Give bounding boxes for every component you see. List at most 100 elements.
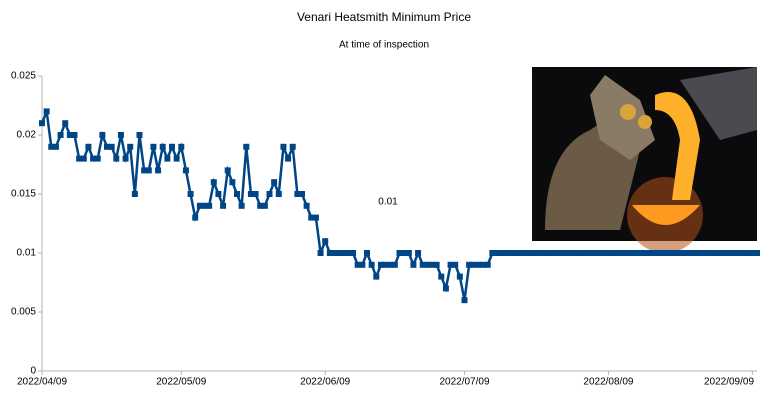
point — [661, 250, 668, 256]
point — [670, 250, 677, 256]
point — [90, 155, 97, 162]
point — [94, 155, 101, 162]
point — [442, 285, 449, 292]
point — [326, 250, 333, 256]
point — [716, 250, 723, 256]
point — [480, 261, 487, 268]
point — [350, 250, 357, 256]
point — [345, 250, 352, 256]
point — [192, 214, 199, 221]
point — [289, 143, 296, 150]
point — [113, 155, 120, 162]
point — [247, 191, 254, 197]
point — [475, 261, 482, 268]
point — [141, 167, 148, 174]
point — [419, 261, 426, 268]
point — [150, 143, 157, 150]
point — [503, 250, 510, 256]
point — [549, 250, 556, 256]
point — [377, 261, 384, 268]
point — [605, 250, 612, 256]
chart-title: Venari Heatsmith Minimum Price — [297, 10, 471, 24]
point — [582, 250, 589, 256]
x-tick-label: 2022/09/09 — [704, 377, 754, 388]
point — [48, 143, 55, 150]
point — [229, 179, 236, 186]
point — [744, 250, 751, 256]
point — [665, 250, 672, 256]
point — [689, 250, 695, 256]
y-tick-label: 0.02 — [17, 130, 37, 141]
illustration — [532, 67, 757, 253]
point — [122, 155, 129, 162]
point — [364, 250, 370, 256]
point — [169, 143, 175, 150]
point — [387, 261, 394, 268]
point — [220, 202, 227, 209]
point — [108, 143, 115, 150]
point — [312, 214, 319, 221]
point — [340, 250, 347, 256]
point — [62, 120, 69, 127]
y-tick-label: 0.015 — [11, 189, 36, 200]
point — [294, 191, 301, 197]
point — [373, 273, 380, 280]
point — [461, 297, 468, 304]
annotation: 0.01 — [378, 197, 398, 208]
point — [656, 250, 663, 256]
point — [39, 120, 45, 127]
point — [43, 108, 50, 115]
point — [76, 155, 83, 162]
point — [391, 261, 398, 268]
point — [507, 250, 514, 256]
point — [85, 143, 92, 150]
point — [405, 250, 412, 256]
point — [740, 250, 747, 256]
point — [545, 250, 552, 256]
point — [726, 250, 733, 256]
point — [206, 202, 213, 209]
point — [568, 250, 575, 256]
point — [99, 132, 106, 138]
point — [117, 132, 124, 138]
point — [559, 250, 565, 256]
point — [586, 250, 593, 256]
point — [452, 261, 459, 268]
point — [698, 250, 705, 256]
point — [619, 250, 626, 256]
point — [145, 167, 152, 174]
point — [368, 261, 375, 268]
point — [131, 191, 138, 197]
point — [401, 250, 408, 256]
point — [512, 250, 519, 256]
point — [707, 250, 714, 256]
point — [303, 202, 310, 209]
point — [396, 250, 403, 256]
point — [71, 132, 78, 138]
point — [66, 132, 73, 138]
point — [275, 191, 282, 197]
point — [136, 132, 143, 138]
point — [382, 261, 389, 268]
point — [178, 143, 185, 150]
point — [489, 250, 496, 256]
x-tick-label: 2022/08/09 — [583, 377, 633, 388]
point — [526, 250, 533, 256]
point — [754, 250, 760, 256]
point — [679, 250, 686, 256]
point — [336, 250, 343, 256]
point — [572, 250, 579, 256]
point — [359, 261, 366, 268]
point — [498, 250, 505, 256]
point — [517, 250, 524, 256]
y-tick-label: 0.005 — [11, 307, 36, 318]
y-tick-label: 0 — [30, 366, 36, 377]
point — [187, 191, 194, 197]
point — [308, 214, 315, 221]
point — [642, 250, 649, 256]
point — [684, 250, 691, 256]
x-tick-label: 2022/05/09 — [156, 377, 206, 388]
point — [730, 250, 737, 256]
point — [127, 143, 134, 150]
point — [354, 261, 361, 268]
